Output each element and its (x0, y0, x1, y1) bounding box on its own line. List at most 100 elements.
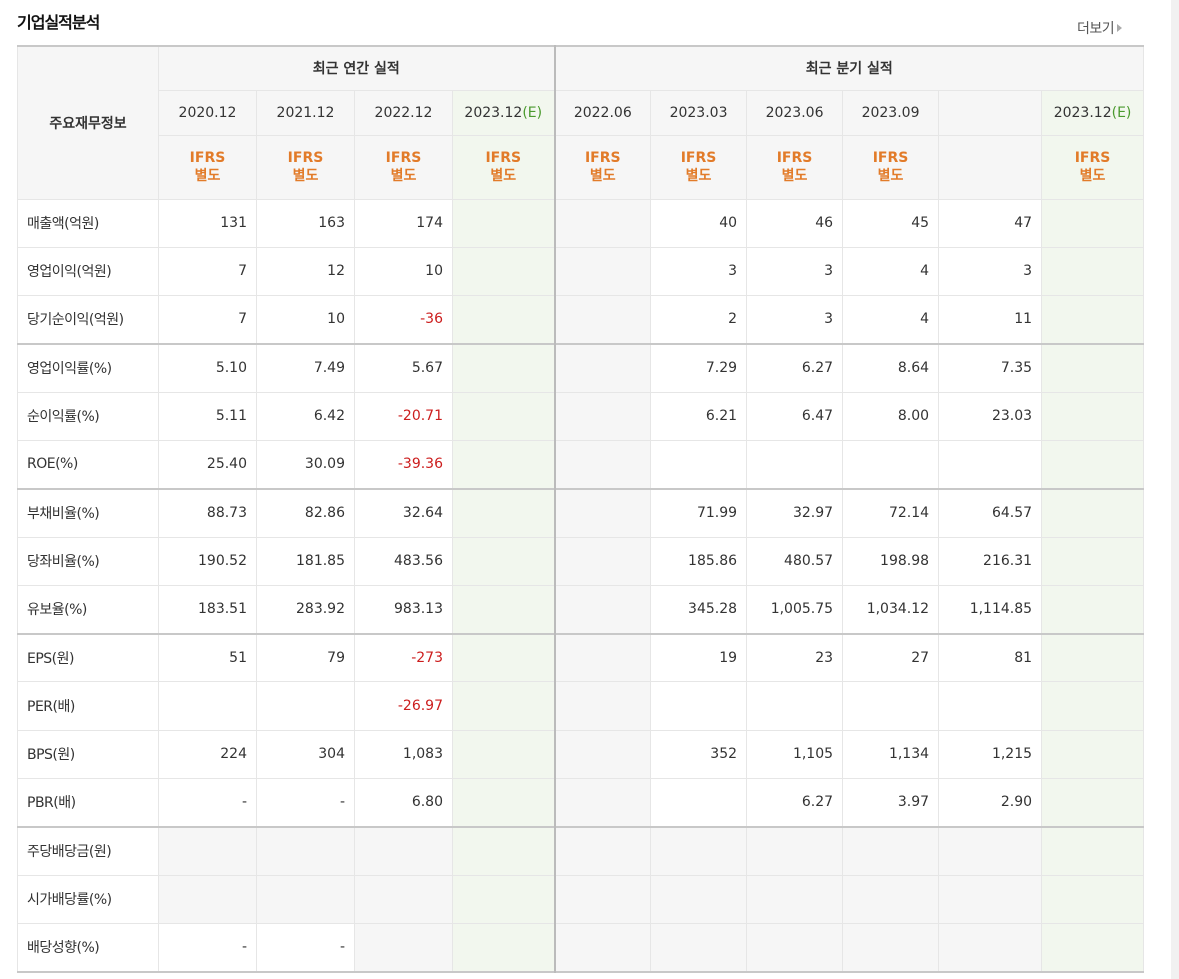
chevron-right-icon (1117, 24, 1123, 32)
quarter-value-cell (842, 874, 940, 924)
ifrs-basis-label: IFRS 별도 (842, 134, 940, 200)
quarter-value-cell (746, 874, 844, 924)
quarter-blank-cell (553, 295, 652, 345)
row-label: 영업이익률(%) (17, 342, 159, 393)
scrollbar[interactable] (1171, 0, 1179, 979)
annual-value-cell (451, 391, 556, 441)
quarter-value-cell (842, 922, 940, 973)
annual-value-cell: 32.64 (354, 487, 453, 538)
quarter-blank-cell (553, 342, 652, 393)
annual-value-cell (451, 874, 556, 924)
quarter-blank-cell (553, 632, 652, 683)
quarter-period-blank (938, 89, 1043, 136)
table-row: BPS(원) 224 304 1,083 352 1,105 1,134 1,215 (17, 729, 1145, 780)
quarter-value-cell (1041, 536, 1145, 586)
quarter-value-cell (938, 874, 1043, 924)
quarter-value-cell (1041, 246, 1145, 297)
annual-value-cell: - (158, 922, 257, 973)
quarter-value-cell: 40 (650, 198, 748, 248)
quarter-value-cell: 352 (650, 729, 748, 780)
quarter-value-cell (842, 681, 940, 731)
annual-value-cell (451, 584, 556, 635)
quarter-value-cell: 27 (842, 632, 940, 683)
quarter-value-cell (938, 922, 1043, 973)
row-label: BPS(원) (17, 729, 159, 780)
table-row: 유보율(%) 183.51 283.92 983.13 345.28 1,005.75 1,… (17, 584, 1145, 635)
row-label: 당기순이익(억원) (17, 295, 159, 345)
quarter-value-cell: 8.00 (842, 391, 940, 441)
quarter-value-cell (1041, 874, 1145, 924)
quarter-value-cell (1041, 778, 1145, 828)
row-label: 순이익률(%) (17, 391, 159, 441)
annual-value-cell (451, 778, 556, 828)
quarter-value-cell (842, 825, 940, 876)
quarter-value-cell: 198.98 (842, 536, 940, 586)
ifrs-basis-label: IFRS 별도 (354, 134, 453, 200)
quarter-blank-cell (553, 391, 652, 441)
basis-label: 별도 (490, 168, 517, 184)
row-label: 시가배당률(%) (17, 874, 159, 924)
page-title: 기업실적분석 (17, 13, 100, 32)
quarter-period: 2022.06 (553, 89, 652, 136)
quarter-value-cell: 2 (650, 295, 748, 345)
quarter-blank-cell (553, 439, 652, 490)
quarter-value-cell: 71.99 (650, 487, 748, 538)
basis-label: 별도 (1079, 168, 1106, 184)
quarter-value-cell: 2.90 (938, 778, 1043, 828)
quarter-value-cell: 3.97 (842, 778, 940, 828)
table-row: 부채비율(%) 88.73 82.86 32.64 71.99 32.97 72.14 64.… (17, 487, 1145, 538)
annual-value-cell: 181.85 (256, 536, 355, 586)
basis-label: 별도 (877, 168, 904, 184)
annual-value-cell: 7.49 (256, 342, 355, 393)
ifrs-basis-label: IFRS 별도 (158, 134, 257, 200)
annual-value-cell: 283.92 (256, 584, 355, 635)
quarter-value-cell (746, 439, 844, 490)
quarter-value-cell (938, 681, 1043, 731)
ifrs-basis-label: IFRS 별도 (746, 134, 844, 200)
annual-value-cell (451, 487, 556, 538)
quarter-value-cell: 23.03 (938, 391, 1043, 441)
annual-value-cell (256, 825, 355, 876)
quarter-blank-cell (553, 778, 652, 828)
quarter-value-cell: 4 (842, 246, 940, 297)
table-row: 배당성향(%) - - (17, 922, 1145, 973)
annual-value-cell (451, 825, 556, 876)
ifrs-basis-label: IFRS 별도 (451, 134, 556, 200)
basis-label: 별도 (390, 168, 417, 184)
quarter-value-cell (1041, 825, 1145, 876)
annual-value-cell: 190.52 (158, 536, 257, 586)
annual-value-cell: 7 (158, 295, 257, 345)
annual-value-cell (158, 825, 257, 876)
quarter-value-cell: 72.14 (842, 487, 940, 538)
quarter-blank-cell (553, 922, 652, 973)
more-link[interactable]: 더보기 (1077, 18, 1123, 38)
ifrs-basis-label: IFRS 별도 (1041, 134, 1145, 200)
annual-value-cell: 10 (354, 246, 453, 297)
ifrs-label: IFRS (385, 150, 422, 166)
quarter-blank-cell (553, 584, 652, 635)
quarter-value-cell: 32.97 (746, 487, 844, 538)
annual-value-cell: 88.73 (158, 487, 257, 538)
table-row: 영업이익(억원) 7 12 10 3 3 4 3 (17, 246, 1145, 297)
row-label: 주당배당금(원) (17, 825, 159, 876)
ifrs-basis-blank (938, 134, 1043, 200)
quarter-blank-cell (553, 874, 652, 924)
quarter-value-cell (1041, 681, 1145, 731)
ifrs-basis-label: IFRS 별도 (256, 134, 355, 200)
row-label: ROE(%) (17, 439, 159, 490)
quarter-value-cell: 6.27 (746, 342, 844, 393)
quarter-value-cell (746, 681, 844, 731)
basis-label: 별도 (685, 168, 712, 184)
quarter-blank-cell (553, 198, 652, 248)
annual-value-cell (451, 632, 556, 683)
annual-value-cell (451, 536, 556, 586)
row-label: 부채비율(%) (17, 487, 159, 538)
quarter-blank-cell (553, 487, 652, 538)
annual-value-cell (256, 874, 355, 924)
table-row: 주당배당금(원) (17, 825, 1145, 876)
period-label: 2023.12 (1053, 104, 1112, 121)
annual-value-cell: 5.11 (158, 391, 257, 441)
annual-value-cell: 10 (256, 295, 355, 345)
corner-header: 주요재무정보 (17, 45, 159, 200)
quarter-value-cell (650, 874, 748, 924)
